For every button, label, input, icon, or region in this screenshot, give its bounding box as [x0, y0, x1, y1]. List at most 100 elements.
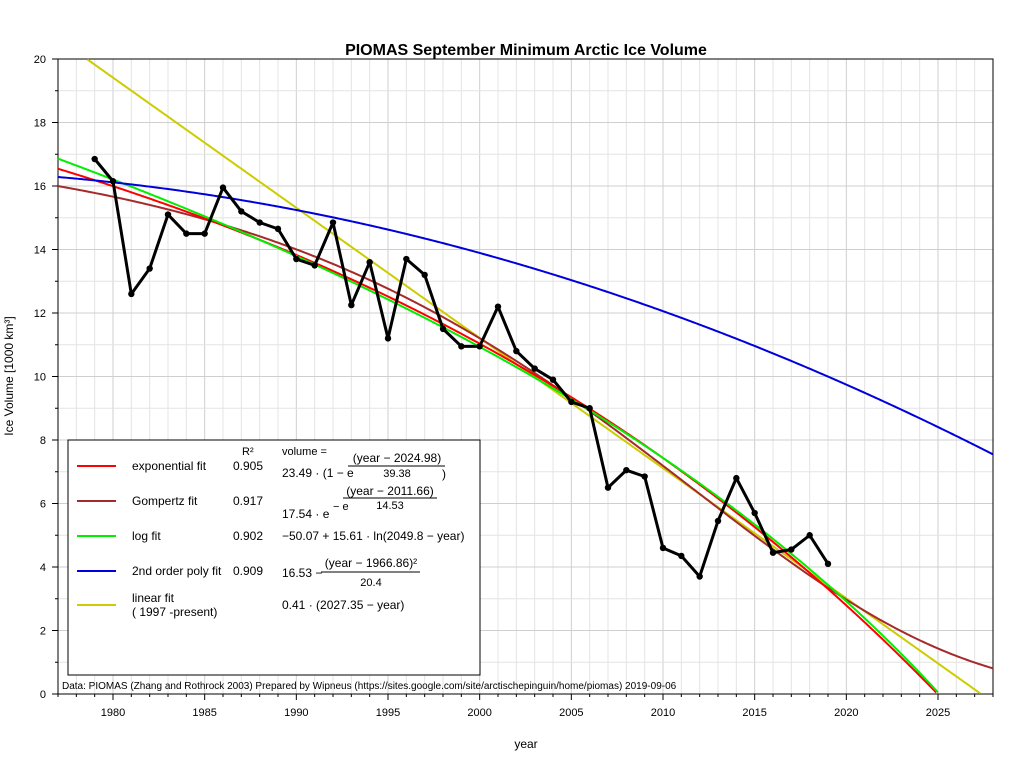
legend-entry-linear: linear fit ( 1997 -present) [77, 591, 217, 619]
eq-gomp-sup: − e [333, 501, 349, 513]
x-tick-label: 2020 [834, 707, 858, 719]
eq-exp-den: 39.38 [383, 468, 411, 480]
y-tick-label: 8 [40, 435, 46, 447]
x-tick-label: 2010 [651, 707, 675, 719]
eq-exp-close: ) [442, 467, 446, 481]
data-point [128, 290, 135, 298]
data-point [238, 208, 245, 215]
data-point [91, 155, 98, 163]
y-tick-label: 4 [40, 562, 46, 574]
eq-poly-num: (year − 1966.86)² [325, 556, 417, 570]
data-point [751, 509, 758, 517]
data-point [256, 219, 263, 226]
data-point [366, 259, 373, 266]
data-point [659, 544, 667, 552]
data-point [788, 546, 795, 553]
x-tick-label: 1990 [284, 707, 308, 719]
eq-exp-num: (year − 2024.98) [353, 451, 441, 465]
legend-label-exponential: exponential fit [132, 459, 207, 473]
data-point [421, 271, 428, 279]
eq-exp-coef: 23.49 · (1 − e [282, 466, 354, 480]
tick-labels: 1980 1985 1990 1995 2000 2005 2010 2015 2020 2025… [34, 54, 950, 719]
x-tick-label: 1985 [192, 707, 216, 719]
data-point [146, 265, 153, 272]
legend-label-poly: 2nd order poly fit [132, 564, 222, 578]
data-point [384, 335, 392, 342]
data-point [329, 219, 337, 226]
fit-curve-exponential [57, 167, 937, 694]
data-point [513, 347, 520, 355]
data-point [494, 303, 502, 310]
data-series [91, 155, 832, 580]
data-point [696, 573, 703, 580]
fit-curve-poly [57, 176, 994, 456]
equation-gompertz: 17.54 · e − e (year − 2011.66) 14.53 [282, 484, 437, 521]
eq-gomp-den: 14.53 [376, 500, 404, 512]
data-point [109, 178, 117, 185]
data-point [293, 255, 300, 263]
legend-label-gompertz: Gompertz fit [132, 494, 198, 508]
data-point [824, 560, 832, 568]
x-tick-label: 1995 [376, 707, 400, 719]
legend-box [67, 439, 481, 676]
data-point [549, 376, 557, 383]
legend-r2-poly: 0.909 [233, 564, 263, 578]
y-tick-label: 0 [40, 689, 46, 701]
data-point [219, 184, 227, 191]
legend: R² volume = exponential fit 0.905 Gomper… [67, 439, 481, 676]
axes [52, 58, 994, 700]
data-point [769, 549, 777, 556]
y-tick-label: 18 [34, 118, 46, 130]
data-point [183, 230, 190, 237]
y-tick-label: 14 [34, 245, 46, 257]
data-point [623, 466, 630, 474]
x-tick-label: 1980 [101, 707, 125, 719]
data-point [311, 262, 318, 269]
data-credit: Data: PIOMAS (Zhang and Rothrock 2003) P… [62, 681, 677, 692]
legend-label-log: log fit [132, 529, 161, 543]
eq-gomp-num: (year − 2011.66) [346, 484, 434, 498]
eq-linear: 0.41 · (2027.35 − year) [282, 598, 404, 612]
chart-title: PIOMAS September Minimum Arctic Ice Volu… [345, 42, 707, 59]
data-point [458, 343, 465, 350]
data-point [403, 255, 410, 263]
legend-entry-exponential: exponential fit 0.905 [77, 459, 263, 473]
x-tick-label: 2015 [742, 707, 766, 719]
data-point [604, 484, 612, 491]
x-tick-label: 2000 [467, 707, 491, 719]
data-point [568, 398, 575, 406]
equation-exponential: 23.49 · (1 − e (year − 2024.98) 39.38 ) [282, 451, 446, 481]
y-tick-label: 20 [34, 54, 46, 66]
data-point [714, 517, 722, 525]
data-point [678, 552, 685, 560]
equation-linear: 0.41 · (2027.35 − year) [282, 598, 404, 612]
data-point [476, 343, 483, 350]
equation-log: −50.07 + 15.61 · ln(2049.8 − year) [282, 529, 464, 543]
data-point [439, 325, 447, 333]
equation-poly: 16.53 − (year − 1966.86)² 20.4 [282, 556, 420, 589]
legend-r2-log: 0.902 [233, 529, 263, 543]
legend-entry-poly: 2nd order poly fit 0.909 [77, 564, 263, 578]
fit-curves [57, 58, 994, 695]
data-point [274, 225, 282, 233]
legend-label-linear-period: ( 1997 -present) [132, 605, 217, 619]
legend-r2-gompertz: 0.917 [233, 494, 263, 508]
legend-r2-header: R² [242, 446, 254, 458]
data-point [201, 230, 208, 237]
legend-r2-exponential: 0.905 [233, 459, 263, 473]
data-point [164, 211, 172, 218]
legend-entry-gompertz: Gompertz fit 0.917 [77, 494, 263, 508]
x-axis-label: year [514, 737, 537, 751]
y-tick-label: 6 [40, 499, 46, 511]
eq-poly-coef: 16.53 − [282, 566, 322, 580]
data-point [641, 473, 648, 480]
y-tick-label: 2 [40, 626, 46, 638]
legend-volume-header: volume = [282, 446, 327, 458]
legend-label-linear: linear fit [132, 591, 175, 605]
eq-poly-den: 20.4 [360, 577, 381, 589]
x-tick-label: 2005 [559, 707, 583, 719]
eq-log: −50.07 + 15.61 · ln(2049.8 − year) [282, 529, 464, 543]
y-tick-label: 10 [34, 372, 46, 384]
x-tick-label: 2025 [926, 707, 950, 719]
